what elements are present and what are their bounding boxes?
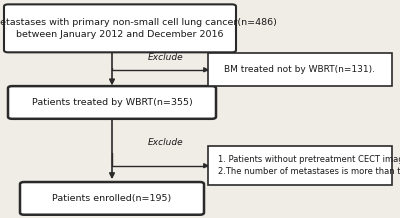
FancyBboxPatch shape (208, 53, 392, 86)
FancyBboxPatch shape (8, 86, 216, 119)
Text: Brain metastases with primary non-small cell lung cancer(n=486)
between January : Brain metastases with primary non-small … (0, 18, 277, 39)
Text: Patients treated by WBRT(n=355): Patients treated by WBRT(n=355) (32, 98, 192, 107)
FancyBboxPatch shape (20, 182, 204, 215)
Text: 1. Patients without pretreatment CECT image(n=138)
2.The number of metastases is: 1. Patients without pretreatment CECT im… (218, 155, 400, 176)
Text: Exclude: Exclude (148, 53, 184, 62)
Text: Patients enrolled(n=195): Patients enrolled(n=195) (52, 194, 172, 203)
Text: BM treated not by WBRT(n=131).: BM treated not by WBRT(n=131). (224, 65, 376, 74)
FancyBboxPatch shape (4, 4, 236, 52)
Text: Exclude: Exclude (148, 138, 184, 147)
FancyBboxPatch shape (208, 146, 392, 185)
